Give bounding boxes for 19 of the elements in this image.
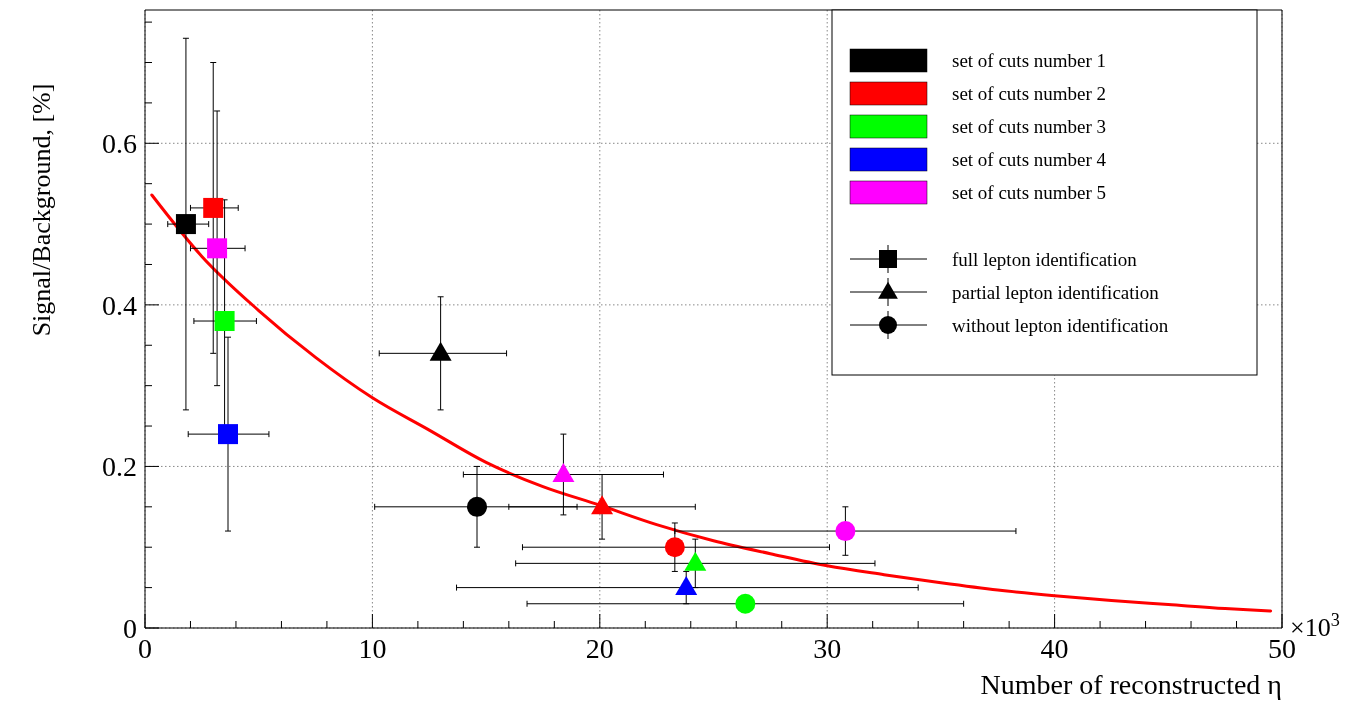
x-tick-label: 30 [813, 633, 842, 664]
x-tick-label: 50 [1268, 633, 1296, 664]
y-tick-label: 0.6 [102, 128, 137, 160]
x-axis-title: Number of reconstructed η [980, 669, 1282, 700]
legend-label: set of cuts number 2 [952, 83, 1107, 104]
x-tick-label: 20 [585, 633, 614, 664]
legend-label: set of cuts number 3 [952, 116, 1107, 137]
y-tick-label: 0.4 [102, 289, 137, 321]
y-tick-label: 0 [123, 613, 137, 644]
x-tick-label: 10 [358, 633, 387, 664]
legend-label: full lepton identification [952, 249, 1138, 270]
legend-label: without lepton identification [952, 315, 1169, 336]
legend-label: partial lepton identification [952, 282, 1160, 303]
legend-label: set of cuts number 4 [952, 149, 1107, 170]
x-tick-label: 40 [1040, 633, 1069, 664]
legend-label: set of cuts number 5 [952, 182, 1107, 203]
y-tick-label: 0.2 [102, 451, 137, 483]
y-axis-title: Signal/Background, [%] [27, 83, 56, 337]
legend-label: set of cuts number 1 [952, 50, 1107, 71]
